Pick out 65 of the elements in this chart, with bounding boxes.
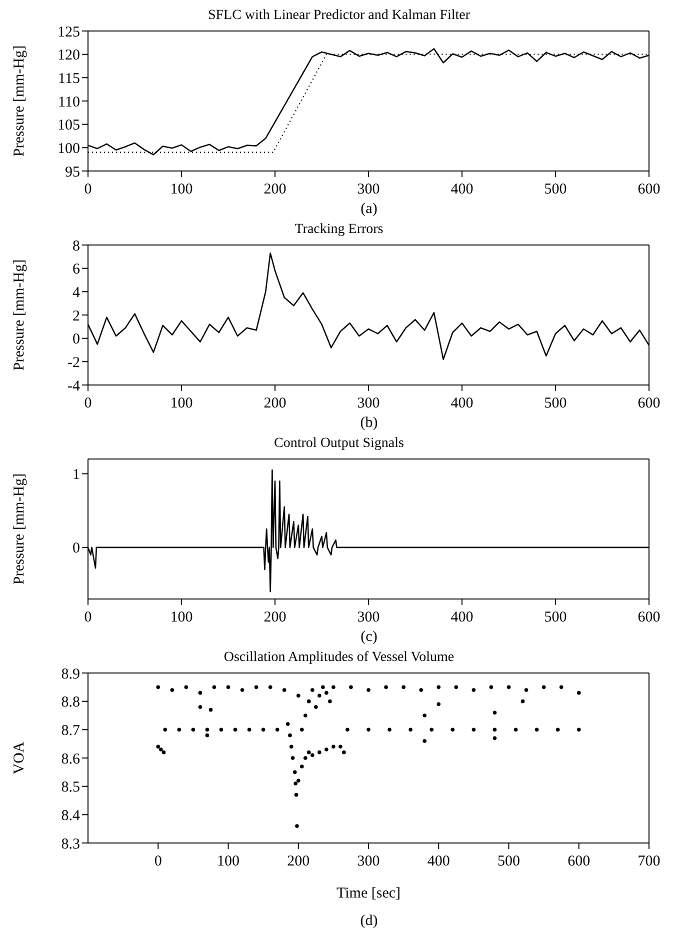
text: (c)	[360, 629, 378, 646]
x-tick-label: 100	[170, 610, 193, 626]
x-tick-label: 600	[638, 182, 660, 198]
y-tick-label: 8.4	[61, 808, 80, 824]
y-tick-label: 115	[58, 70, 80, 87]
x-tick-label: 400	[427, 854, 450, 870]
x-tick-label: 0	[154, 854, 162, 870]
x-tick-label: 200	[287, 854, 310, 870]
y-tick-label: 6	[72, 262, 80, 278]
y-tick-label: 110	[58, 94, 80, 110]
x-tick-label: 600	[638, 610, 660, 626]
x-tick-label: 700	[638, 854, 660, 870]
y-tick-label: 8.8	[61, 694, 80, 711]
y-tick-label: -2	[68, 354, 80, 371]
x-tick-label: 400	[450, 182, 474, 198]
x-tick-label: 100	[170, 182, 193, 198]
x-tick-label: 100	[170, 396, 193, 412]
y-tick-label: 105	[58, 118, 80, 134]
y-tick-label: 125	[58, 24, 80, 40]
x-tick-label: 500	[544, 396, 567, 412]
x-tick-label: 300	[357, 396, 380, 412]
x-tick-label: 500	[544, 182, 567, 198]
x-tick-label: 400	[450, 610, 474, 626]
x-tick-label: 400	[450, 396, 474, 412]
x-tick-label: 0	[84, 610, 92, 626]
y-tick-label: 0	[72, 332, 80, 348]
y-tick-label: 0	[72, 540, 80, 557]
chart-title: Control Output Signals	[273, 436, 405, 453]
y-tick-label: 4	[72, 284, 80, 301]
x-tick-label: 200	[264, 610, 286, 626]
x-tick-label: 0	[84, 182, 92, 198]
x-tick-label: 0	[84, 396, 92, 412]
y-tick-label: 8	[72, 238, 80, 254]
chart-title: Oscillation Amplitudes of Vessel Volume	[222, 650, 456, 667]
y-tick-label: 120	[58, 48, 80, 64]
y-axis-title: Pressure [mm-Hg]	[11, 45, 28, 157]
x-tick-label: 300	[357, 182, 380, 198]
text: (b)	[359, 415, 379, 432]
y-axis-title: VOA	[11, 742, 28, 774]
y-tick-label: 8.3	[61, 836, 80, 852]
x-tick-label: 300	[357, 610, 380, 626]
x-tick-label: 600	[638, 396, 660, 412]
x-tick-label: 100	[217, 854, 240, 870]
chart-title: SFLC with Linear Predictor and Kalman Filter	[206, 8, 472, 25]
y-tick-label: 8.7	[61, 722, 80, 739]
text: (a)	[360, 201, 378, 218]
text: (d)	[359, 913, 379, 930]
x-tick-label: 500	[544, 610, 567, 626]
y-tick-label: 95	[65, 164, 80, 180]
x-tick-label: 200	[264, 182, 286, 198]
y-axis-title: Pressure [mm-Hg]	[11, 259, 28, 371]
y-tick-label: 1	[72, 467, 80, 484]
chart-title: Tracking Errors	[294, 222, 384, 239]
y-tick-label: 8.5	[61, 780, 80, 796]
y-axis-title: Pressure [mm-Hg]	[11, 473, 28, 585]
y-tick-label: 8.6	[61, 751, 80, 768]
x-tick-label: 600	[568, 854, 590, 870]
x-axis-title: Time [sec]	[336, 886, 401, 902]
x-tick-label: 300	[357, 854, 380, 870]
y-tick-label: 100	[58, 140, 80, 157]
y-tick-label: -4	[68, 378, 80, 394]
y-tick-label: 2	[72, 308, 80, 324]
x-tick-label: 500	[498, 854, 520, 870]
x-tick-label: 200	[264, 396, 286, 412]
y-tick-label: 8.9	[61, 666, 80, 682]
